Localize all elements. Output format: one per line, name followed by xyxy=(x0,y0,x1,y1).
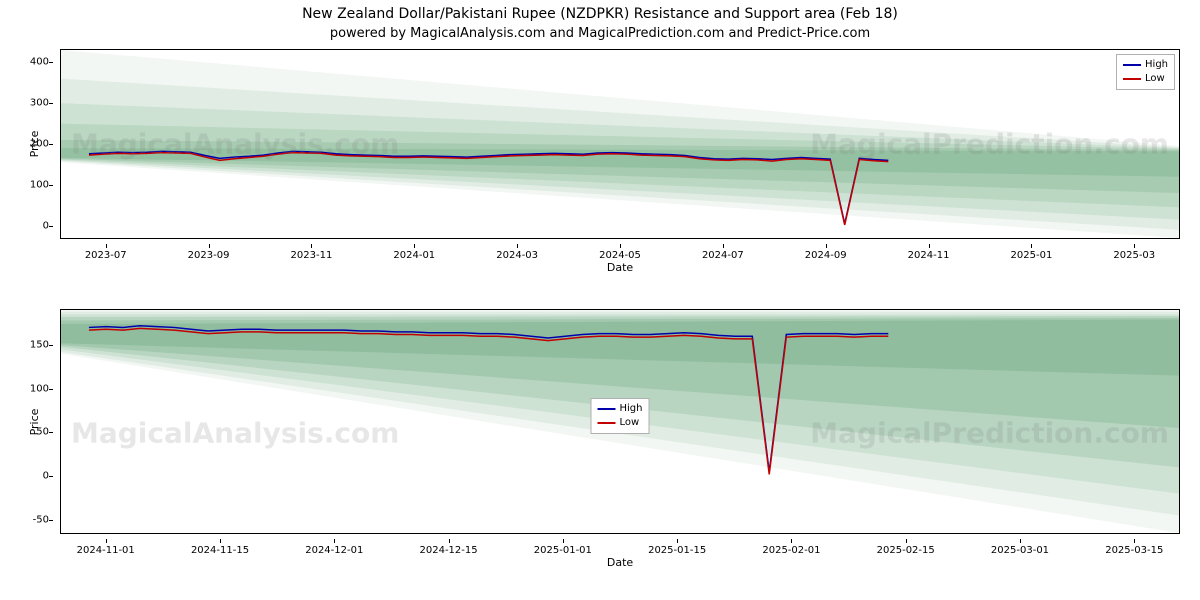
legend-row-low-b: Low xyxy=(598,416,643,430)
xtick-label: 2025-02-15 xyxy=(877,545,935,556)
ytick-label: 200 xyxy=(30,139,49,150)
page-subtitle: powered by MagicalAnalysis.com and Magic… xyxy=(0,22,1200,47)
xlabel-bottom: Date xyxy=(607,556,633,569)
ytick-label: -50 xyxy=(33,514,49,525)
xtick-label: 2024-11 xyxy=(908,250,950,261)
xtick-label: 2023-11 xyxy=(291,250,333,261)
xtick-label: 2024-01 xyxy=(393,250,435,261)
page-title: New Zealand Dollar/Pakistani Rupee (NZDP… xyxy=(0,0,1200,22)
ytick-label: 100 xyxy=(30,179,49,190)
legend-label-low: Low xyxy=(1145,72,1165,86)
xtick-label: 2025-03-01 xyxy=(991,545,1049,556)
xtick-label: 2024-11-15 xyxy=(191,545,249,556)
ytick-label: 400 xyxy=(30,57,49,68)
xtick-label: 2024-03 xyxy=(496,250,538,261)
xlabel-top: Date xyxy=(607,261,633,274)
xtick-label: 2025-01-01 xyxy=(534,545,592,556)
legend-row-high-b: High xyxy=(598,402,643,416)
legend-top: High Low xyxy=(1116,54,1175,90)
xtick-label: 2024-05 xyxy=(599,250,641,261)
legend-swatch-low xyxy=(1123,78,1141,80)
xtick-label: 2025-02-01 xyxy=(762,545,820,556)
legend-swatch-high xyxy=(1123,64,1141,66)
chart-panel-top: Price Date 0100200300400 2023-072023-092… xyxy=(60,49,1180,239)
plot-top xyxy=(61,50,1179,238)
xtick-label: 2024-11-01 xyxy=(77,545,135,556)
legend-bottom: High Low xyxy=(591,398,650,434)
legend-label-high-b: High xyxy=(620,402,643,416)
xtick-label: 2025-01 xyxy=(1011,250,1053,261)
legend-row-high: High xyxy=(1123,58,1168,72)
legend-label-high: High xyxy=(1145,58,1168,72)
chart-panel-bottom: Price Date -50050100150 2024-11-012024-1… xyxy=(60,309,1180,534)
xtick-label: 2025-01-15 xyxy=(648,545,706,556)
legend-swatch-high-b xyxy=(598,408,616,410)
ytick-label: 150 xyxy=(30,339,49,350)
xtick-label: 2025-03 xyxy=(1113,250,1155,261)
ytick-label: 50 xyxy=(36,427,49,438)
legend-row-low: Low xyxy=(1123,72,1168,86)
ytick-label: 300 xyxy=(30,98,49,109)
xtick-label: 2024-09 xyxy=(805,250,847,261)
xtick-label: 2024-12-01 xyxy=(305,545,363,556)
xtick-label: 2024-07 xyxy=(702,250,744,261)
xtick-label: 2024-12-15 xyxy=(420,545,478,556)
legend-swatch-low-b xyxy=(598,422,616,424)
xtick-label: 2023-09 xyxy=(188,250,230,261)
legend-label-low-b: Low xyxy=(620,416,640,430)
xtick-label: 2025-03-15 xyxy=(1105,545,1163,556)
xtick-label: 2023-07 xyxy=(85,250,127,261)
ytick-label: 100 xyxy=(30,383,49,394)
